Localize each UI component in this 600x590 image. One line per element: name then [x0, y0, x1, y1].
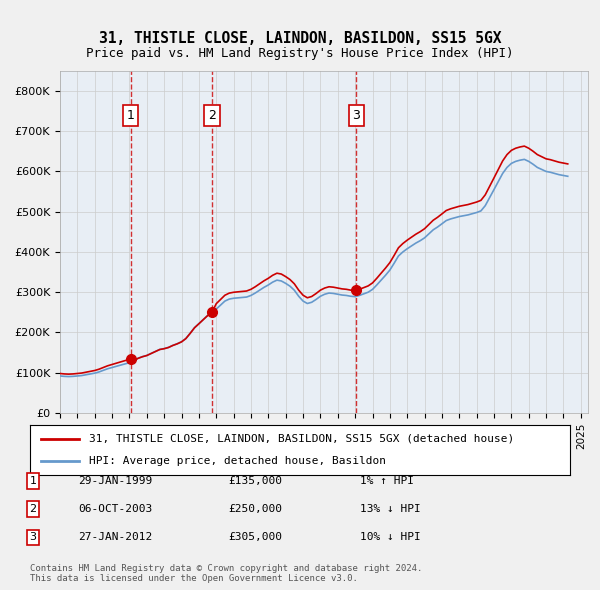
Text: Contains HM Land Registry data © Crown copyright and database right 2024.
This d: Contains HM Land Registry data © Crown c…: [30, 564, 422, 583]
Text: 06-OCT-2003: 06-OCT-2003: [78, 504, 152, 514]
Text: 3: 3: [352, 109, 360, 122]
Text: 1% ↑ HPI: 1% ↑ HPI: [360, 476, 414, 486]
Text: 31, THISTLE CLOSE, LAINDON, BASILDON, SS15 5GX: 31, THISTLE CLOSE, LAINDON, BASILDON, SS…: [99, 31, 501, 46]
Text: 13% ↓ HPI: 13% ↓ HPI: [360, 504, 421, 514]
Text: 2: 2: [208, 109, 216, 122]
Text: Price paid vs. HM Land Registry's House Price Index (HPI): Price paid vs. HM Land Registry's House …: [86, 47, 514, 60]
Text: £135,000: £135,000: [228, 476, 282, 486]
Text: 3: 3: [29, 533, 37, 542]
Text: 10% ↓ HPI: 10% ↓ HPI: [360, 533, 421, 542]
Text: 1: 1: [127, 109, 135, 122]
Text: £250,000: £250,000: [228, 504, 282, 514]
Text: £305,000: £305,000: [228, 533, 282, 542]
Text: 2: 2: [29, 504, 37, 514]
Text: HPI: Average price, detached house, Basildon: HPI: Average price, detached house, Basi…: [89, 456, 386, 466]
Text: 1: 1: [29, 476, 37, 486]
Text: 27-JAN-2012: 27-JAN-2012: [78, 533, 152, 542]
Text: 29-JAN-1999: 29-JAN-1999: [78, 476, 152, 486]
Text: 31, THISTLE CLOSE, LAINDON, BASILDON, SS15 5GX (detached house): 31, THISTLE CLOSE, LAINDON, BASILDON, SS…: [89, 434, 515, 444]
